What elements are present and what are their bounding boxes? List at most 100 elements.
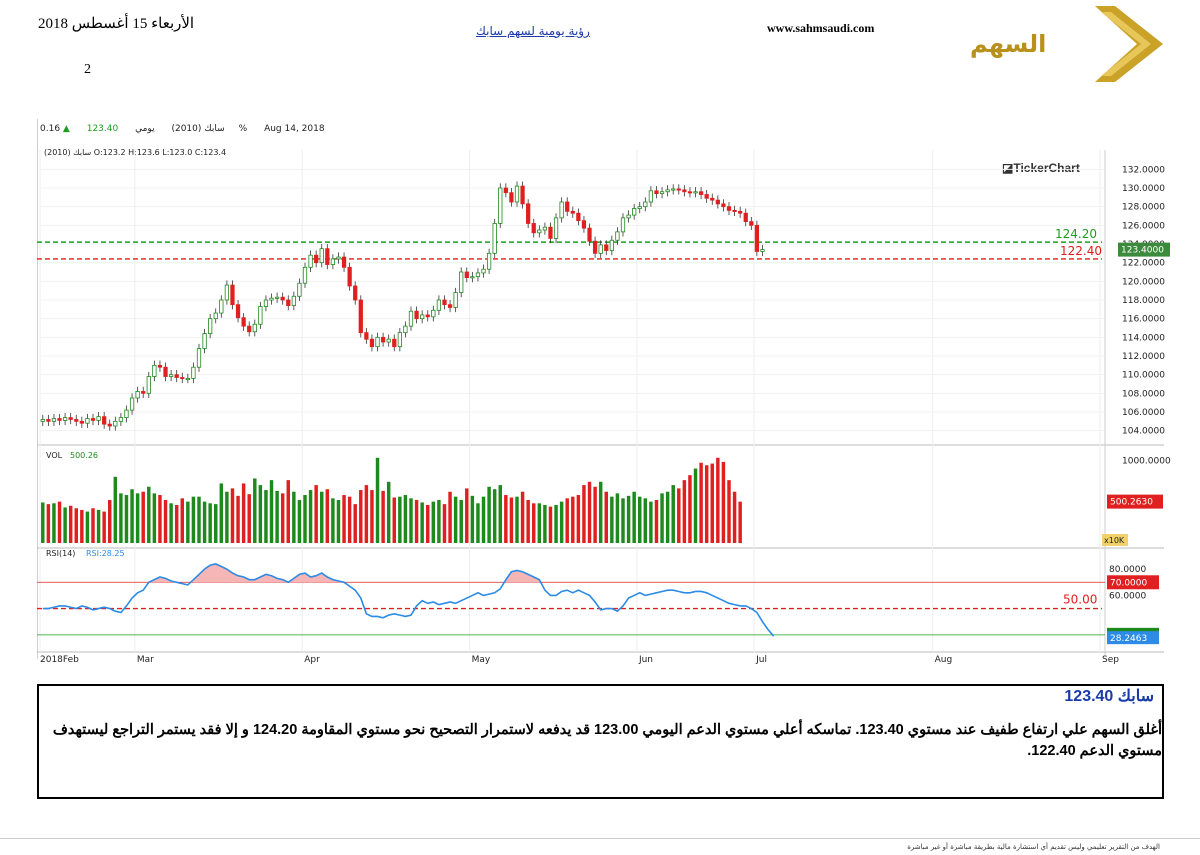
volume-bar [124, 495, 129, 543]
candle-body [520, 185, 525, 205]
volume-bar [426, 504, 430, 543]
candle-body [397, 332, 402, 348]
symbol-label: سابك (2010) [171, 124, 225, 134]
volume-bar [431, 501, 436, 543]
price-tick-label: 132.0000 [1122, 165, 1165, 175]
candle-body [347, 266, 352, 287]
candle-body [542, 226, 548, 231]
volume-bar [409, 498, 413, 543]
volume-bar [537, 503, 542, 543]
volume-bar [610, 496, 614, 543]
candle-body [341, 256, 347, 268]
rsi-last-label: 28.2463 [1110, 634, 1147, 644]
volume-bar [275, 490, 279, 543]
support-label: 122.40 [1060, 244, 1102, 258]
candle-body [286, 299, 291, 306]
price-tick-label: 114.0000 [1122, 333, 1165, 343]
volume-bar [543, 504, 547, 543]
candle-body [113, 420, 118, 427]
volume-bar [732, 491, 737, 543]
volume-bar [498, 485, 502, 543]
rsi-last-box [1107, 631, 1159, 645]
up-arrow-icon: ▲ [62, 124, 70, 134]
candle-body [464, 271, 469, 278]
candle-body [408, 310, 414, 327]
candle-body [364, 332, 369, 340]
price-tick-label: 108.0000 [1122, 389, 1165, 399]
price-tick-label: 112.0000 [1122, 352, 1165, 362]
volume-bar [219, 483, 224, 543]
candle-body [598, 244, 603, 254]
volume-bar [665, 491, 670, 543]
candle-body [280, 296, 285, 301]
website-link[interactable]: www.sahmsaudi.com [767, 21, 875, 35]
report-subtitle[interactable]: رؤية يومية لسهم سابك [476, 24, 590, 38]
volume-bar [643, 498, 648, 543]
volume-bar [46, 504, 51, 543]
volume-bar [147, 486, 151, 543]
rsi-last-value: RSI:28.25 [86, 549, 125, 558]
volume-title: VOL [46, 451, 63, 460]
candle-body [760, 249, 765, 252]
rsi-overbought-area [193, 563, 345, 583]
candle-body [442, 299, 447, 306]
volume-bar [448, 491, 452, 543]
volume-bar [381, 490, 385, 543]
volume-bar [325, 489, 330, 543]
volume-bar [253, 478, 257, 543]
volume-bar [638, 496, 642, 543]
candle-body [163, 366, 168, 377]
volume-bar [492, 489, 497, 543]
candle-body [314, 254, 319, 264]
rsi-line [42, 563, 775, 637]
disclaimer: الهدف من التقرير تعليمي وليس تقديم أي اس… [907, 843, 1160, 851]
volume-bar [241, 483, 246, 543]
candle-body [637, 206, 642, 209]
candle-body [141, 391, 146, 394]
price-chart[interactable]: 132.0000130.0000128.0000126.0000124.0000… [0, 0, 1200, 670]
volume-bar [158, 495, 162, 543]
candle-body [704, 194, 709, 199]
volume-bar [565, 498, 569, 543]
candle-body [325, 248, 330, 265]
candle-body [687, 191, 693, 194]
volume-bar [481, 496, 486, 543]
candle-body [224, 284, 230, 301]
candle-body [51, 418, 57, 422]
volume-bar [353, 504, 357, 543]
price-tick-label: 116.0000 [1122, 315, 1165, 325]
candle-body [570, 210, 575, 214]
candle-body [330, 258, 336, 265]
candle-body [369, 338, 375, 348]
volume-bar [721, 461, 726, 543]
rsi-overbought-box [1107, 575, 1159, 590]
candle-body [576, 212, 581, 222]
volume-scale-label: x10K [1104, 536, 1125, 545]
analysis-box: سابك 123.40 أغلق السهم علي ارتفاع طفيف ع… [37, 684, 1164, 799]
candle-body [263, 299, 269, 307]
candle-body [414, 310, 419, 320]
candle-body [380, 336, 386, 343]
candle-body [632, 208, 637, 216]
candle-body [129, 397, 135, 411]
candle-body [665, 189, 670, 193]
volume-bar [738, 501, 742, 543]
last-price-box [1118, 242, 1170, 257]
price-tick-label: 122.0000 [1122, 259, 1165, 269]
volume-bar [169, 503, 173, 543]
volume-bar [704, 465, 709, 543]
x-axis-label: Sep [1102, 655, 1119, 665]
x-axis-label: Apr [304, 655, 320, 665]
analysis-title: سابك 123.40 [1064, 688, 1154, 705]
volume-bar [74, 508, 78, 543]
candle-body [40, 419, 45, 422]
candle-body [79, 420, 84, 424]
candle-body [626, 214, 631, 219]
volume-bar [359, 490, 363, 543]
volume-bar [504, 495, 508, 543]
volume-bar [163, 499, 168, 543]
tickerchart-brand: ◪TickerChart [1002, 161, 1080, 175]
candle-body [492, 223, 497, 254]
candle-body [503, 187, 508, 194]
candle-body [648, 190, 654, 203]
